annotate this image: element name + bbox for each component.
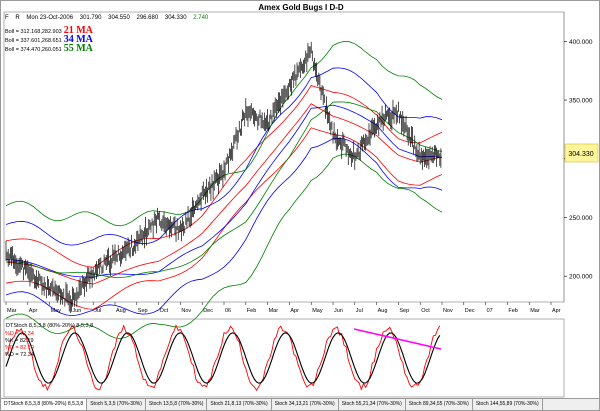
x-tick-label: Mar (530, 308, 540, 314)
tab-stoch-34[interactable]: Stoch 34,13,21 (70%-30%) (272, 399, 339, 410)
x-tick-label: Nov (443, 308, 453, 314)
price-plot-frame (3, 11, 565, 303)
price-info-row: F R Mon 23-Oct-2006 301.790 304.550 296.… (5, 15, 213, 24)
ma-34ma-mid (5, 104, 443, 278)
stoch-legend-1: %D = 72.34 (5, 331, 34, 337)
bollinger-legend-21: Boll = 312.168,282.903 21 MA (5, 25, 93, 36)
moving-average-bands (5, 40, 443, 340)
chart-title: Amex Gold Bugs I D-D (258, 3, 344, 12)
tab-stoch-21[interactable]: Stoch 21,8,13 (70%-30%) (207, 399, 272, 410)
stochastic-lines (5, 324, 441, 392)
x-tick-label: Jun (334, 308, 343, 314)
x-tick-label: 06 (225, 308, 231, 314)
last-price-badge (564, 143, 599, 163)
x-tick-label: Aug (116, 308, 126, 314)
tab-dtstoch[interactable]: DTStoch 8,5,3,8 (80%-20%) 8,5,3,8 (1, 399, 88, 410)
f-marker[interactable]: F (5, 15, 9, 21)
bar-close: 304.330 (164, 15, 187, 21)
x-tick-label: May (312, 308, 323, 314)
y-tick-label: 350.000 (569, 98, 593, 105)
bollinger-legend-55: Boll = 374.470,260.051 55 MA (5, 43, 93, 54)
y-tick-label: 200.000 (569, 274, 593, 281)
stoch-title: DTStoch 8,5,3,8 (80%-20%) 8,5,3,8 (6, 323, 93, 329)
stoch-legend-4: %D = 72.34 (5, 352, 34, 358)
x-tick-label: Jul (94, 308, 101, 314)
x-tick-label: Feb (508, 308, 517, 314)
time-x-axis: Mar Apr May Jun Jul Aug Sep Oct Nov Dec 06 Feb Mar Ap… (5, 302, 561, 314)
bollinger-values: Boll = 337.601,268.651 (5, 38, 62, 44)
x-tick-label: Oct (421, 308, 430, 314)
x-tick-label: Oct (160, 308, 169, 314)
bar-low: 296.680 (136, 15, 159, 21)
tab-stoch-144[interactable]: Stoch 144,55,89 (70%-30%) (473, 399, 543, 410)
stoch-plot-frame (3, 318, 565, 398)
stoch-k-line (5, 324, 441, 392)
tab-stoch-89[interactable]: Stoch 89,34,55 (70%-30%) (406, 399, 473, 410)
x-tick-label: Apr (552, 308, 561, 314)
stoch-legend-3: %D = 82.19 (5, 345, 34, 351)
x-tick-label: Nov (181, 308, 191, 314)
x-tick-label: Mar (7, 308, 17, 314)
bollinger-values: Boll = 312.168,282.903 (5, 29, 62, 35)
x-tick-label: May (51, 308, 62, 314)
x-tick-label: Aug (378, 308, 388, 314)
x-tick-label: Sep (138, 308, 148, 314)
bar-date: Mon 23-Oct-2006 (26, 15, 74, 21)
x-tick-label: Sep (399, 308, 409, 314)
ma-21ma-lower (5, 127, 443, 310)
bollinger-legend-34: Boll = 337.601,268.651 34 MA (5, 34, 93, 45)
x-tick-label: Jun (72, 308, 81, 314)
y-tick-label: 400.000 (569, 39, 593, 46)
indicator-tab-bar: DTStoch 8,5,3,8 (80%-20%) 8,5,3,8 Stoch 5… (1, 398, 599, 410)
bar-open: 301.790 (79, 15, 102, 21)
ma-34ma-lower (5, 137, 443, 317)
stoch-legend-2: %K = 82.19 (5, 338, 34, 344)
ma-55ma-mid (5, 101, 443, 278)
stoch-trend-line (353, 328, 442, 350)
x-tick-label: Mar (269, 308, 279, 314)
ma-label: 34 MA (63, 34, 93, 45)
tab-stoch-13[interactable]: Stoch 13,5,8 (70%-30%) (146, 399, 208, 410)
bar-high: 304.550 (108, 15, 130, 21)
y-tick-label: 250.000 (569, 215, 593, 222)
last-price-badge-text: 304.330 (568, 151, 593, 158)
tab-stoch-55[interactable]: Stoch 55,21,34 (70%-30%) (339, 399, 406, 410)
x-tick-label: Dec (465, 308, 475, 314)
x-tick-label: 07 (487, 308, 493, 314)
x-tick-label: Feb (247, 308, 256, 314)
ma-label: 55 MA (63, 43, 93, 54)
x-tick-label: Apr (290, 308, 299, 314)
ma-34ma-upper (5, 67, 443, 246)
ma-label: 21 MA (63, 25, 93, 36)
x-tick-label: Jul (356, 308, 363, 314)
x-tick-label: Apr (29, 308, 38, 314)
stoch-d-line (5, 332, 441, 384)
bar-change: 2.740 (193, 15, 209, 21)
tab-stoch-5[interactable]: Stoch 5,3,5 (70%-30%) (87, 399, 146, 410)
ma-55ma-lower (5, 153, 443, 340)
x-tick-label: Dec (203, 308, 213, 314)
price-bars (5, 41, 442, 314)
bollinger-values: Boll = 374.470,260.051 (5, 47, 62, 53)
r-marker[interactable]: R (15, 15, 20, 21)
